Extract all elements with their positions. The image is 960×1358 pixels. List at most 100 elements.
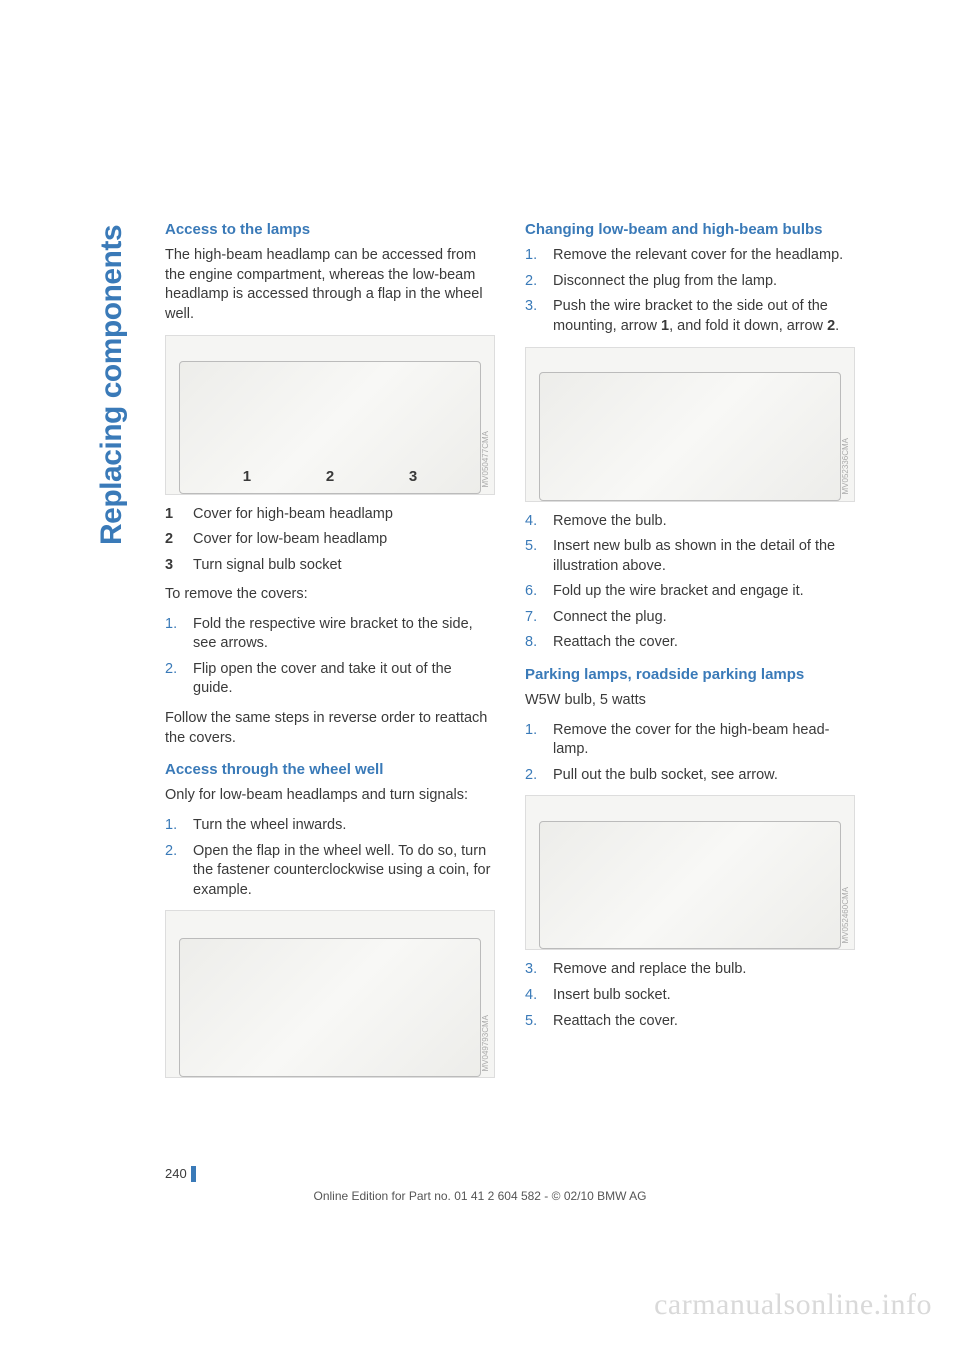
steps-remove-covers: 1.Fold the respective wire bracket to th… bbox=[165, 615, 495, 699]
step-item: 4.Remove the bulb. bbox=[525, 512, 855, 532]
figure-placeholder bbox=[179, 938, 481, 1077]
figure-code: MV052460CMA bbox=[841, 887, 852, 943]
figure-placeholder bbox=[539, 821, 841, 950]
step-index: 2. bbox=[165, 660, 193, 699]
definition-row: 3 Turn signal bulb socket bbox=[165, 556, 495, 576]
paragraph: The high-beam headlamp can be accessed f… bbox=[165, 246, 495, 324]
page-number: 240 bbox=[165, 1166, 196, 1183]
paragraph: Follow the same steps in reverse order t… bbox=[165, 709, 495, 748]
step-text: Disconnect the plug from the lamp. bbox=[553, 272, 777, 292]
step-index: 3. bbox=[525, 960, 553, 980]
steps-parking-b: 3.Remove and replace the bulb. 4.Insert … bbox=[525, 960, 855, 1031]
figure-headlamp-covers: 1 2 3 MV050477CMA bbox=[165, 335, 495, 495]
figure-wheel-well: MV049793CMA bbox=[165, 910, 495, 1078]
page-number-bar bbox=[191, 1166, 196, 1182]
paragraph: Only for low-beam headlamps and turn sig… bbox=[165, 786, 495, 806]
step-text: Flip open the cover and take it out of t… bbox=[193, 660, 495, 699]
figure-parking-lamp: MV052460CMA bbox=[525, 795, 855, 950]
step-text: Fold the respective wire bracket to the … bbox=[193, 615, 495, 654]
definition-row: 1 Cover for high-beam headlamp bbox=[165, 505, 495, 525]
step-text-bold: 2 bbox=[827, 318, 835, 334]
step-text: Remove the bulb. bbox=[553, 512, 667, 532]
step-text-bold: 1 bbox=[661, 318, 669, 334]
step-index: 7. bbox=[525, 608, 553, 628]
step-item: 1.Turn the wheel inwards. bbox=[165, 816, 495, 836]
step-index: 6. bbox=[525, 582, 553, 602]
step-text: Open the flap in the wheel well. To do s… bbox=[193, 842, 495, 901]
step-index: 2. bbox=[525, 766, 553, 786]
step-text: Insert new bulb as shown in the detail o… bbox=[553, 537, 855, 576]
figure-code: MV052336CMA bbox=[841, 438, 852, 494]
paragraph: To remove the covers: bbox=[165, 585, 495, 605]
step-item: 2.Disconnect the plug from the lamp. bbox=[525, 272, 855, 292]
step-item: 6.Fold up the wire bracket and engage it… bbox=[525, 582, 855, 602]
definition-row: 2 Cover for low-beam headlamp bbox=[165, 530, 495, 550]
step-text: Push the wire bracket to the side out of… bbox=[553, 297, 855, 336]
step-item: 1.Remove the cover for the high-beam hea… bbox=[525, 721, 855, 760]
steps-change-a: 1.Remove the relevant cover for the head… bbox=[525, 246, 855, 336]
step-item: 2.Flip open the cover and take it out of… bbox=[165, 660, 495, 699]
figure-label-3: 3 bbox=[409, 467, 417, 487]
steps-change-b: 4.Remove the bulb. 5.Insert new bulb as … bbox=[525, 512, 855, 653]
figure-label-1: 1 bbox=[243, 467, 251, 487]
figure-labels: 1 2 3 bbox=[166, 467, 494, 487]
paragraph: W5W bulb, 5 watts bbox=[525, 691, 855, 711]
step-index: 1. bbox=[165, 816, 193, 836]
right-column: Changing low-beam and high-beam bulbs 1.… bbox=[525, 220, 855, 1088]
step-index: 1. bbox=[165, 615, 193, 654]
step-item: 3. Push the wire bracket to the side out… bbox=[525, 297, 855, 336]
step-index: 2. bbox=[165, 842, 193, 901]
section-label: Replacing components bbox=[95, 225, 129, 545]
step-text: Remove and replace the bulb. bbox=[553, 960, 746, 980]
figure-label-2: 2 bbox=[326, 467, 334, 487]
step-text: Remove the relevant cover for the head­l… bbox=[553, 246, 843, 266]
step-item: 2.Pull out the bulb socket, see arrow. bbox=[525, 766, 855, 786]
definition-text: Turn signal bulb socket bbox=[193, 556, 342, 576]
content-columns: Access to the lamps The high-beam headla… bbox=[165, 220, 855, 1088]
heading-wheel-well: Access through the wheel well bbox=[165, 760, 495, 780]
page: Replacing components Access to the lamps… bbox=[0, 0, 960, 1358]
definition-num: 1 bbox=[165, 505, 193, 525]
figure-code: MV050477CMA bbox=[481, 431, 492, 487]
figure-wire-bracket: MV052336CMA bbox=[525, 347, 855, 502]
step-text: Remove the cover for the high-beam head­… bbox=[553, 721, 855, 760]
left-column: Access to the lamps The high-beam headla… bbox=[165, 220, 495, 1088]
page-number-text: 240 bbox=[165, 1166, 187, 1181]
step-index: 5. bbox=[525, 537, 553, 576]
step-index: 1. bbox=[525, 721, 553, 760]
steps-parking-a: 1.Remove the cover for the high-beam hea… bbox=[525, 721, 855, 786]
step-item: 4.Insert bulb socket. bbox=[525, 986, 855, 1006]
step-item: 5.Reattach the cover. bbox=[525, 1012, 855, 1032]
heading-parking-lamps: Parking lamps, roadside parking lamps bbox=[525, 665, 855, 685]
step-index: 1. bbox=[525, 246, 553, 266]
heading-changing-bulbs: Changing low-beam and high-beam bulbs bbox=[525, 220, 855, 240]
step-text-part: , and fold it down, arrow bbox=[669, 318, 827, 334]
figure-placeholder bbox=[539, 372, 841, 501]
step-text: Reattach the cover. bbox=[553, 633, 678, 653]
definition-list: 1 Cover for high-beam headlamp 2 Cover f… bbox=[165, 505, 495, 576]
definition-text: Cover for low-beam headlamp bbox=[193, 530, 387, 550]
definition-num: 3 bbox=[165, 556, 193, 576]
step-text: Turn the wheel inwards. bbox=[193, 816, 346, 836]
step-index: 8. bbox=[525, 633, 553, 653]
footer-text: Online Edition for Part no. 01 41 2 604 … bbox=[0, 1189, 960, 1203]
step-text: Fold up the wire bracket and engage it. bbox=[553, 582, 804, 602]
step-item: 3.Remove and replace the bulb. bbox=[525, 960, 855, 980]
step-item: 8.Reattach the cover. bbox=[525, 633, 855, 653]
steps-wheel-well: 1.Turn the wheel inwards. 2.Open the fla… bbox=[165, 816, 495, 900]
step-index: 4. bbox=[525, 512, 553, 532]
heading-access-lamps: Access to the lamps bbox=[165, 220, 495, 240]
step-index: 2. bbox=[525, 272, 553, 292]
definition-num: 2 bbox=[165, 530, 193, 550]
step-text: Pull out the bulb socket, see arrow. bbox=[553, 766, 778, 786]
step-index: 5. bbox=[525, 1012, 553, 1032]
step-item: 7.Connect the plug. bbox=[525, 608, 855, 628]
step-text-part: . bbox=[835, 318, 839, 334]
step-item: 5.Insert new bulb as shown in the detail… bbox=[525, 537, 855, 576]
definition-text: Cover for high-beam headlamp bbox=[193, 505, 393, 525]
step-text: Connect the plug. bbox=[553, 608, 667, 628]
step-item: 2.Open the flap in the wheel well. To do… bbox=[165, 842, 495, 901]
step-index: 4. bbox=[525, 986, 553, 1006]
figure-code: MV049793CMA bbox=[481, 1015, 492, 1071]
step-index: 3. bbox=[525, 297, 553, 336]
